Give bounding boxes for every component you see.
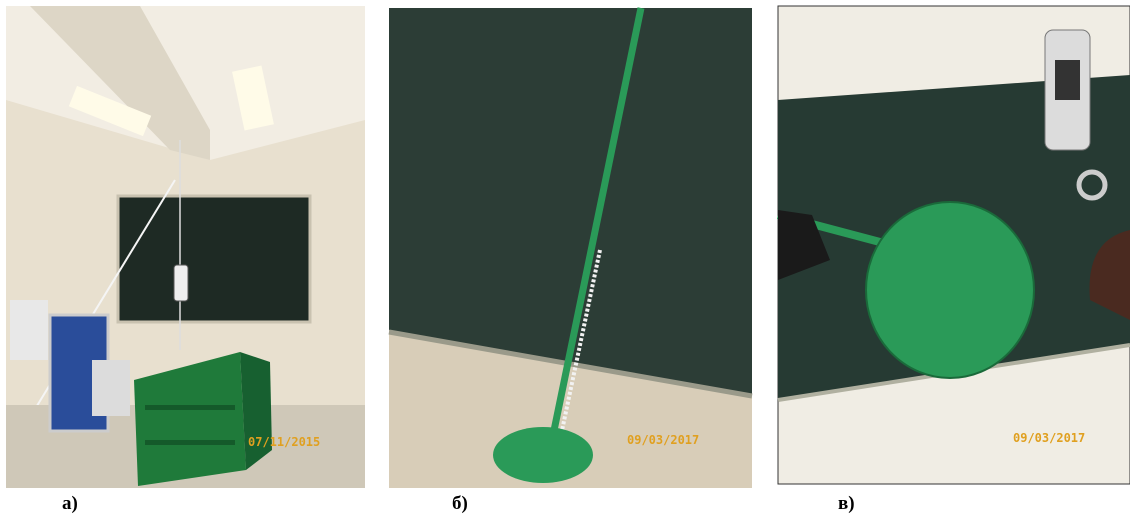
date-stamp: 09/03/2017 [627, 433, 699, 447]
figure-svg: 07/11/2015 09/03/2017 09/03/2017 а) б) в… [0, 0, 1130, 517]
date-stamp: 07/11/2015 [248, 435, 320, 449]
figure: 07/11/2015 09/03/2017 09/03/2017 а) б) в… [0, 0, 1130, 517]
photo-c: 09/03/2017 [778, 6, 1130, 484]
panel-label: в) [838, 493, 855, 514]
photo-b: 09/03/2017 [389, 8, 752, 488]
panel-label: б) [452, 493, 468, 514]
photo-a: 07/11/2015 [6, 6, 365, 488]
date-stamp: 09/03/2017 [1013, 431, 1085, 445]
panel-label: а) [62, 493, 78, 514]
